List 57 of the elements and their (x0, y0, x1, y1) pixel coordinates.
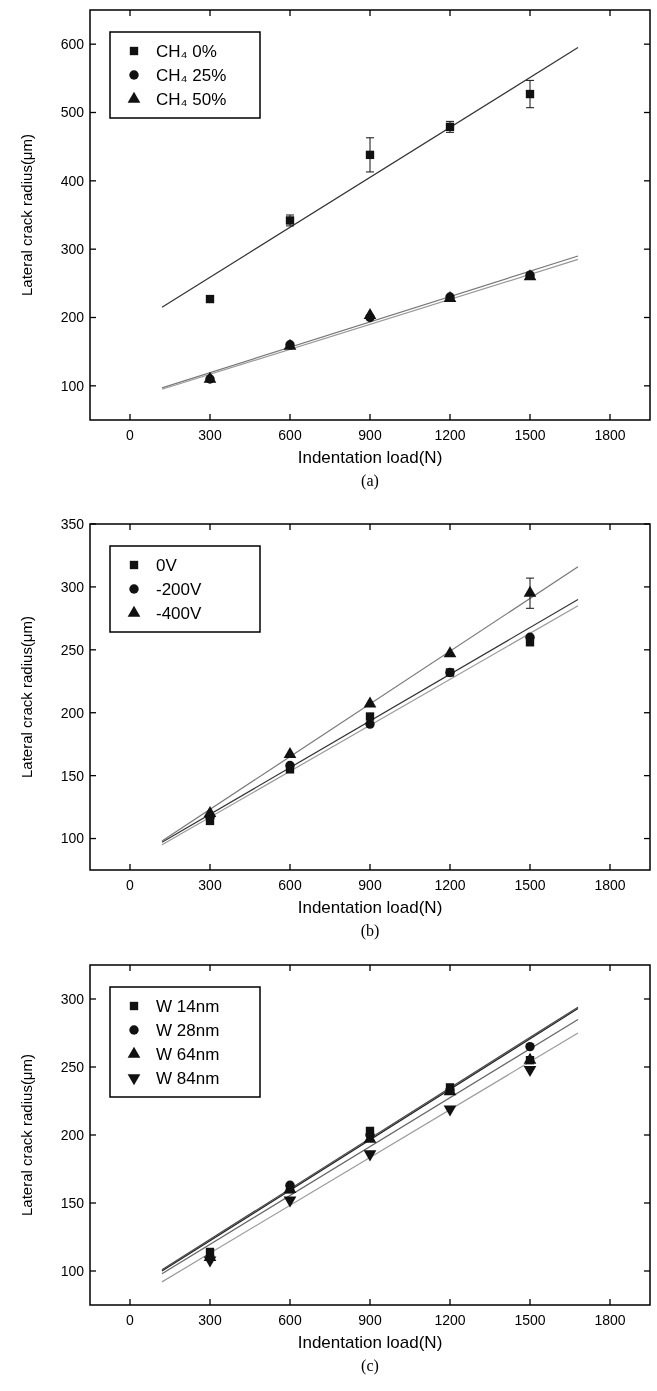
y-axis-title: Lateral crack radius(μm) (18, 133, 35, 297)
x-tick-label: 0 (126, 1312, 135, 1328)
x-tick-label: 900 (358, 877, 382, 893)
x-tick-label: 1800 (594, 1312, 626, 1328)
legend-label: W 64nm (156, 1044, 220, 1064)
legend-label: 0V (156, 555, 178, 575)
legend-label: -200V (156, 579, 203, 599)
x-tick-label: 600 (278, 427, 302, 443)
y-tick-label: 350 (60, 515, 85, 532)
y-tick-label: 150 (60, 767, 85, 784)
y-tick-label: 150 (60, 1194, 85, 1211)
y-tick-label: 100 (60, 830, 85, 847)
legend-label: W 14nm (156, 996, 220, 1016)
y-tick-label: 250 (60, 641, 85, 658)
y-tick-label: 300 (60, 241, 85, 258)
x-tick-label: 600 (278, 877, 302, 893)
x-tick-label: 300 (198, 427, 222, 443)
y-tick-label: 500 (60, 104, 85, 121)
y-axis-title: Lateral crack radius(μm) (18, 1053, 35, 1217)
x-tick-label: 1500 (514, 1312, 546, 1328)
y-tick-label: 300 (60, 578, 85, 595)
legend-label: CH₄ 50% (156, 89, 227, 109)
y-tick-label: 200 (60, 309, 85, 326)
x-tick-label: 1200 (434, 1312, 466, 1328)
x-tick-label: 1800 (594, 427, 626, 443)
x-tick-label: 1200 (434, 877, 466, 893)
y-tick-label: 400 (60, 172, 85, 189)
x-tick-label: 1500 (514, 877, 546, 893)
y-tick-label: 100 (60, 1262, 85, 1279)
text: (c) (361, 1357, 379, 1375)
y-axis-title: Lateral crack radius(μm) (18, 615, 35, 779)
y-tick-label: 300 (60, 990, 85, 1007)
legend-label: W 28nm (156, 1020, 220, 1040)
text: (b) (360, 922, 380, 940)
y-tick-label: 250 (60, 1058, 85, 1075)
y-tick-label: 200 (60, 1126, 85, 1143)
x-tick-label: 1800 (594, 877, 626, 893)
x-tick-label: 0 (126, 877, 135, 893)
x-tick-label: 900 (358, 1312, 382, 1328)
x-tick-label: 1200 (434, 427, 466, 443)
x-axis-title: Indentation load(N) (297, 1333, 443, 1352)
x-axis-title: Indentation load(N) (297, 898, 443, 917)
x-tick-label: 300 (198, 877, 222, 893)
legend-label: W 84nm (156, 1068, 220, 1088)
y-tick-label: 200 (60, 704, 85, 721)
legend-label: -400V (156, 603, 203, 623)
y-tick-label: 600 (60, 36, 85, 53)
text: (a) (361, 472, 379, 490)
x-axis-title: Indentation load(N) (297, 448, 443, 467)
x-tick-label: 900 (358, 427, 382, 443)
y-tick-label: 100 (60, 377, 85, 394)
legend-label: CH₄ 25% (156, 65, 227, 85)
x-tick-label: 0 (126, 427, 135, 443)
x-tick-label: 300 (198, 1312, 222, 1328)
x-tick-label: 1500 (514, 427, 546, 443)
x-tick-label: 600 (278, 1312, 302, 1328)
legend-label: CH₄ 0% (156, 41, 217, 61)
